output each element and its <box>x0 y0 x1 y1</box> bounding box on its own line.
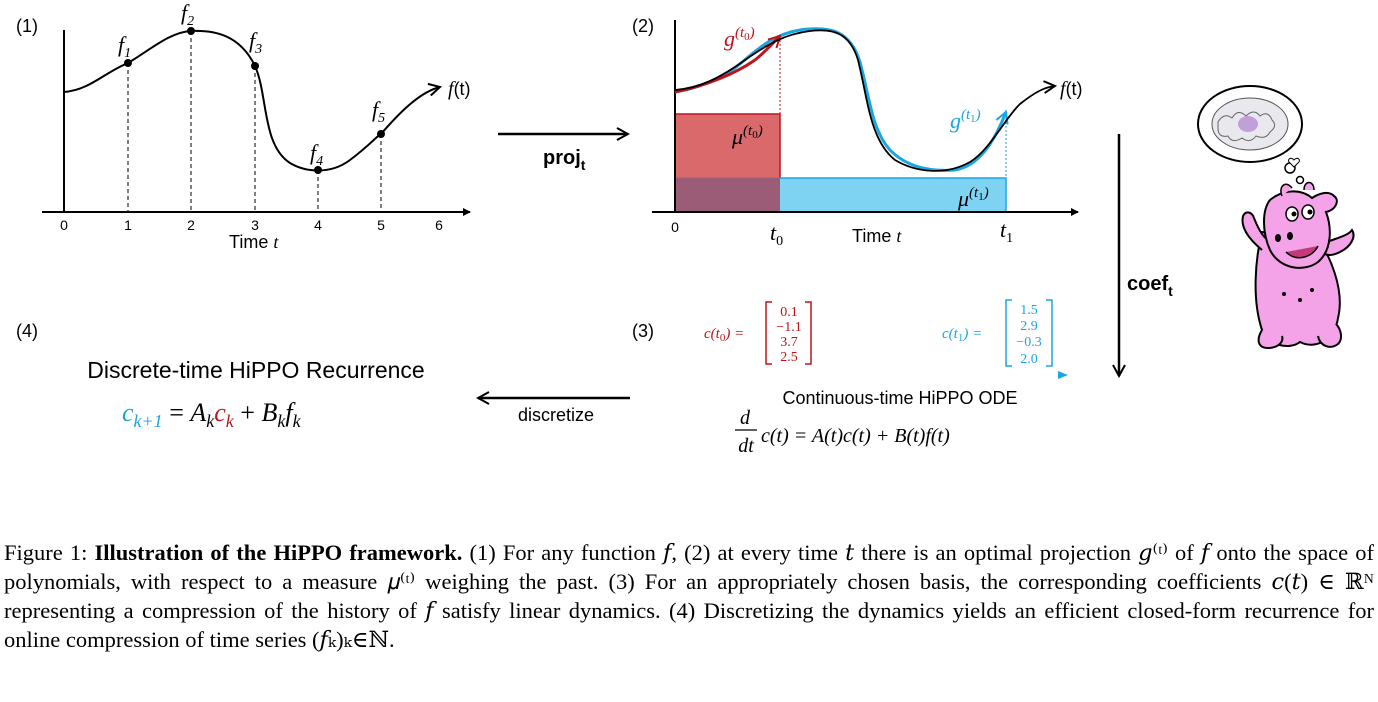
proj-arrow-group: projt <box>498 134 628 173</box>
coef-label: coeft <box>1127 273 1173 299</box>
c-t1-label: c(t1) = <box>942 326 982 344</box>
panel-3: (3) c(t0) = 0.1 −1.1 3.7 2.5 c(t1) = 1.5… <box>632 299 1068 457</box>
panel-4-label: (4) <box>16 321 38 341</box>
recurrence-equation: ck+1 = Akck + Bkfk <box>122 398 302 431</box>
caption-body: (1) For any function 𝑓, (2) at every tim… <box>4 540 1374 652</box>
c-t0-label: c(t0) = <box>704 326 744 344</box>
x-tick: 6 <box>435 217 443 233</box>
x-tick: 2 <box>187 217 195 233</box>
brain-thought-bubble-icon <box>1197 85 1305 185</box>
point-label-f3: f3 <box>249 28 262 57</box>
panel-1-point-labels: f1 f2 f3 f4 f5 <box>118 0 385 169</box>
panel-1-x-ticks: 0 1 2 3 4 5 6 <box>60 217 443 233</box>
mu-overlap <box>675 178 780 212</box>
coef-arrow-group: coeft <box>1119 134 1173 376</box>
panel-3-label: (3) <box>632 321 654 341</box>
c-t1-value: −0.3 <box>1016 335 1041 350</box>
proj-label: projt <box>543 147 586 173</box>
ode-rhs: c(t) = A(t)c(t) + B(t)f(t) <box>761 425 950 447</box>
g-t1-label: g(t1) <box>950 107 981 133</box>
point-label-f5: f5 <box>372 97 385 126</box>
x-tick: 4 <box>314 217 322 233</box>
caption-bold-title: Illustration of the HiPPO framework. <box>94 540 463 565</box>
x-tick: 1 <box>124 217 132 233</box>
ode-frac-den: dt <box>738 435 754 457</box>
panel-2-f-curve <box>674 29 1055 172</box>
g-t0-label: g(t0) <box>724 25 755 51</box>
panel-4-title: Discrete-time HiPPO Recurrence <box>87 357 424 383</box>
hippo-figure: (1) f1 f2 f3 f4 f5 <box>16 0 1355 457</box>
panel-2-label: (2) <box>632 16 654 36</box>
time-gradient-arrowhead <box>1058 371 1068 379</box>
ode-title: Continuous-time HiPPO ODE <box>782 388 1017 408</box>
caption-prefix: Figure 1: <box>4 540 95 565</box>
discretize-arrow-group: discretize <box>478 398 630 425</box>
hippo-icon <box>1197 85 1355 350</box>
g-t1-curve <box>674 27 1006 172</box>
x-tick: 5 <box>377 217 385 233</box>
discretize-label: discretize <box>518 405 594 425</box>
c-t1-value: 2.9 <box>1020 319 1038 334</box>
c-t0-vector: c(t0) = 0.1 −1.1 3.7 2.5 <box>704 301 812 365</box>
point-label-f2: f2 <box>181 0 194 29</box>
point-label-f4: f4 <box>310 140 323 169</box>
c-t1-value: 2.0 <box>1020 352 1038 367</box>
panel-4: (4) Discrete-time HiPPO Recurrence ck+1 … <box>16 321 425 431</box>
point-label-f1: f1 <box>118 32 131 61</box>
panel-1-label: (1) <box>16 16 38 36</box>
panel-2-x-label: Time t <box>852 226 902 246</box>
panel-1-dashed-lines <box>127 31 382 212</box>
t1-tick: t1 <box>1000 217 1013 246</box>
c-t1-value: 1.5 <box>1020 303 1038 318</box>
ode-frac-num: d <box>740 407 751 429</box>
point-f5 <box>377 130 385 138</box>
ode-equation: d dt c(t) = A(t)c(t) + B(t)f(t) <box>735 407 950 457</box>
mu-t0-label: μ(t0) <box>731 123 763 149</box>
c-t0-value: 2.5 <box>780 350 798 365</box>
figure-caption: Figure 1: Illustration of the HiPPO fram… <box>4 538 1374 654</box>
x-tick: 0 <box>60 217 68 233</box>
c-t0-value: 0.1 <box>780 305 798 320</box>
panel-2: (2) g(t0) g(t1) μ(t0) μ(t1) 0 t0 t1 Time… <box>632 16 1083 249</box>
panel-1-x-label: Time t <box>229 232 279 252</box>
c-t0-value: −1.1 <box>776 320 801 335</box>
panel-2-x-tick-zero: 0 <box>671 219 679 235</box>
panel-1: (1) f1 f2 f3 f4 f5 <box>16 0 471 252</box>
panel-1-points <box>124 27 385 174</box>
panel-2-curve-label: f(t) <box>1060 78 1083 100</box>
x-tick: 3 <box>251 217 259 233</box>
point-f1 <box>124 59 132 67</box>
panel-1-curve-label: f(t) <box>448 78 471 100</box>
point-f3 <box>251 62 259 70</box>
t0-tick: t0 <box>770 220 783 249</box>
mu-t1-label: μ(t1) <box>957 185 989 211</box>
point-f4 <box>314 166 322 174</box>
point-f2 <box>187 27 195 35</box>
c-t0-value: 3.7 <box>780 335 798 350</box>
c-t1-vector: c(t1) = 1.5 2.9 −0.3 2.0 <box>942 299 1053 367</box>
